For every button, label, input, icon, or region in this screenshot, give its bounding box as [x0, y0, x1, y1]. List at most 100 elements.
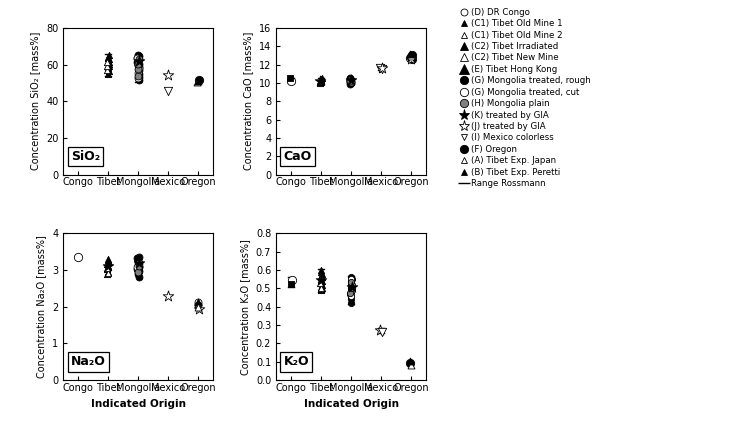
Point: [315, 77, 327, 84]
Point: [315, 283, 327, 290]
Point: [133, 273, 145, 280]
Point: [376, 66, 388, 73]
Point: [315, 76, 327, 83]
Point: [405, 52, 417, 59]
Point: [132, 268, 144, 275]
Point: [132, 261, 144, 268]
Point: [133, 253, 145, 260]
Point: [406, 52, 418, 59]
Point: [132, 52, 144, 59]
Point: [193, 305, 205, 312]
Point: [192, 299, 204, 306]
Point: [346, 276, 358, 283]
Y-axis label: Concentration CaO [mass%]: Concentration CaO [mass%]: [243, 32, 253, 170]
Point: [131, 264, 143, 271]
Point: [314, 80, 326, 87]
Point: [132, 75, 144, 82]
Point: [102, 64, 114, 71]
Point: [101, 266, 113, 273]
Point: [345, 278, 357, 285]
Point: [132, 62, 144, 69]
Point: [344, 288, 356, 295]
Point: [101, 62, 113, 69]
Point: [193, 302, 205, 309]
Point: [406, 56, 418, 63]
Point: [316, 281, 328, 288]
Point: [132, 58, 144, 65]
Point: [404, 54, 416, 61]
Point: [346, 281, 358, 288]
Point: [193, 76, 205, 83]
Point: [132, 260, 144, 267]
Point: [344, 80, 356, 87]
Point: [315, 274, 327, 281]
Point: [345, 285, 357, 292]
Point: [315, 272, 327, 279]
Point: [345, 279, 357, 286]
X-axis label: Indicated Origin: Indicated Origin: [304, 399, 399, 409]
Point: [102, 262, 114, 269]
Point: [102, 264, 114, 271]
Point: [132, 263, 144, 270]
Point: [315, 268, 327, 275]
Point: [284, 75, 296, 82]
Text: K₂O: K₂O: [283, 355, 310, 368]
Point: [103, 70, 115, 77]
Point: [315, 285, 327, 292]
Point: [374, 64, 386, 71]
Point: [131, 54, 143, 61]
Point: [162, 87, 174, 95]
Point: [133, 56, 145, 63]
Point: [132, 270, 144, 277]
Point: [133, 70, 145, 77]
Point: [101, 67, 113, 74]
Point: [315, 77, 327, 84]
Point: [345, 287, 357, 294]
Point: [103, 68, 115, 75]
Point: [316, 270, 328, 277]
Point: [103, 257, 115, 264]
Point: [131, 255, 143, 262]
Point: [103, 56, 115, 63]
Point: [193, 298, 205, 305]
Point: [103, 63, 115, 70]
Point: [344, 290, 356, 297]
Point: [345, 281, 357, 288]
Point: [315, 267, 327, 274]
Point: [103, 270, 115, 277]
Text: SiO₂: SiO₂: [71, 150, 100, 163]
Y-axis label: Concentration Na₂O [mass%]: Concentration Na₂O [mass%]: [36, 236, 47, 378]
Point: [132, 57, 144, 64]
Point: [133, 64, 145, 71]
Point: [132, 57, 144, 64]
Point: [103, 259, 115, 266]
Point: [344, 76, 356, 83]
Point: [286, 281, 298, 288]
Point: [132, 65, 144, 72]
Point: [345, 80, 357, 87]
Point: [344, 300, 356, 307]
Point: [132, 72, 144, 79]
Point: [315, 76, 327, 83]
Y-axis label: Concentration SiO₂ [mass%]: Concentration SiO₂ [mass%]: [31, 32, 40, 170]
Point: [404, 359, 416, 366]
Point: [103, 55, 115, 62]
Point: [345, 283, 357, 290]
Point: [344, 76, 356, 83]
Point: [133, 76, 145, 83]
Point: [132, 265, 144, 272]
Point: [346, 287, 358, 294]
Point: [345, 277, 357, 284]
Point: [102, 61, 114, 68]
Text: CaO: CaO: [283, 150, 312, 163]
Point: [103, 263, 115, 270]
Point: [344, 75, 356, 82]
Point: [404, 357, 416, 364]
Point: [344, 76, 356, 83]
Point: [315, 79, 327, 86]
Point: [376, 328, 388, 335]
Point: [315, 274, 327, 281]
Point: [315, 277, 327, 284]
Point: [315, 276, 327, 283]
Point: [193, 78, 205, 85]
